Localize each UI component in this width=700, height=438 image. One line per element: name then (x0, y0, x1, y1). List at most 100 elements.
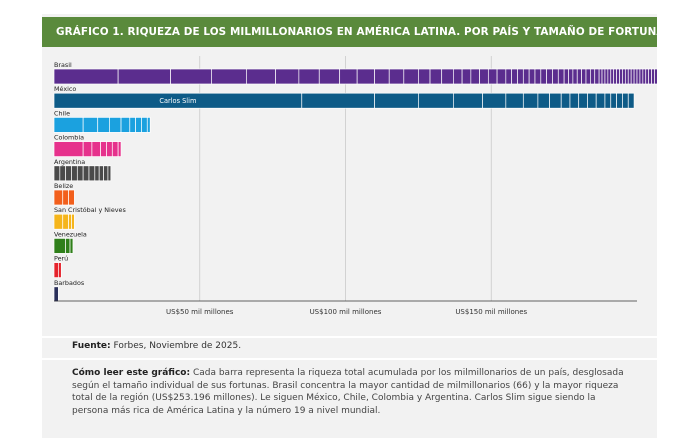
bar-segment (594, 68, 600, 85)
bar-segment (613, 68, 617, 85)
bar-segment (356, 68, 376, 85)
bar-segment (522, 92, 539, 109)
bar-segment (563, 68, 569, 85)
bar-segment (120, 117, 131, 133)
bar-segment (301, 92, 375, 109)
bar-segment (53, 165, 61, 182)
category-label: Barbados (54, 279, 85, 287)
category-label: Colombia (54, 134, 84, 142)
bar-segment (651, 68, 655, 85)
bar-segment (557, 68, 565, 85)
bar-segment (607, 68, 612, 85)
bar-segment (645, 68, 650, 85)
bar-segment (487, 68, 498, 85)
bar-segment (62, 213, 69, 230)
bar-segment (62, 189, 69, 206)
bar-segment (540, 68, 547, 85)
bar-segment (71, 165, 78, 182)
bar-segment (630, 68, 635, 85)
chart-title: GRÁFICO 1. RIQUEZA DE LOS MILMILLONARIOS… (42, 17, 700, 47)
bar-segment (275, 68, 300, 85)
bar-segment (100, 141, 107, 157)
bar-segment (610, 92, 617, 109)
bar-segment (590, 68, 596, 85)
bar-annotation: Carlos Slim (159, 97, 196, 105)
bar-segment (496, 68, 507, 85)
bar-chart: Brasil México Carlos Slim Chile Colombia Arge… (53, 56, 657, 316)
bar-segment (534, 68, 542, 85)
bar-segment (246, 68, 276, 85)
category-label: Venezuela (54, 230, 87, 238)
bar-segment (639, 68, 644, 85)
bar-segment (627, 92, 635, 109)
bar-segment (82, 165, 90, 182)
bar-segment (117, 141, 122, 157)
bar-segment (622, 92, 629, 109)
bar-segment (616, 68, 620, 85)
bar-segment (576, 68, 582, 85)
bar-segment (339, 68, 358, 85)
note-label: Cómo leer este gráfico: (72, 368, 191, 378)
bar-segment (587, 92, 597, 109)
bar-segment (560, 92, 571, 109)
bar-segment (595, 92, 606, 109)
bar-segment (581, 68, 587, 85)
bar-segment (453, 92, 483, 109)
bar-segment (71, 213, 75, 230)
bar-segment (65, 238, 71, 254)
bar-segment (211, 68, 247, 85)
bar-segment (418, 92, 454, 109)
category-label: Brasil (54, 61, 72, 69)
bar-segment (53, 189, 64, 206)
bar-segment (578, 92, 588, 109)
bar-segment (622, 68, 626, 85)
bar-segment (441, 68, 454, 85)
bar-segment (91, 141, 101, 157)
figure-card: GRÁFICO 1. RIQUEZA DE LOS MILMILLONARIOS… (42, 14, 700, 438)
divider (42, 358, 657, 360)
bar-segment (654, 68, 657, 85)
bar-segment (569, 92, 580, 109)
bar-segment (648, 68, 652, 85)
bar-segment (470, 68, 480, 85)
bar-segment (453, 68, 463, 85)
x-tick-label: US$150 mil millones (455, 308, 527, 316)
bar-segment (517, 68, 524, 85)
bar-segment (479, 68, 489, 85)
x-tick-label: US$50 mil millones (166, 308, 234, 316)
bar-segment (374, 92, 419, 109)
bar-segment (68, 189, 75, 206)
bar-segment (601, 68, 606, 85)
bar-segment (610, 68, 615, 85)
bar-segment (103, 165, 109, 182)
bar-segment (53, 68, 119, 85)
bar-segment (53, 286, 59, 303)
category-label: San Cristóbal y Nieves (54, 206, 126, 214)
bar-segment (318, 68, 341, 85)
bar-segment (76, 165, 84, 182)
source-label: Fuente: (72, 341, 111, 351)
bar-segment (58, 262, 62, 278)
bar-segment (604, 68, 609, 85)
bar-segment (53, 262, 59, 278)
bar-segment (53, 141, 84, 157)
bar-segment (53, 213, 64, 230)
bar-segment (604, 92, 612, 109)
bar-segment (98, 165, 104, 182)
bar-segment (109, 117, 122, 133)
bar-segment (53, 117, 84, 133)
bar-segment (107, 165, 112, 182)
bar-segment (522, 68, 530, 85)
bar-segment (135, 117, 142, 133)
bar-segment (633, 68, 638, 85)
bar-segment (619, 68, 623, 85)
divider (42, 336, 657, 338)
bar-segment (537, 92, 550, 109)
bar-segment (552, 68, 559, 85)
note-text: Cada barra representa la riqueza total a… (72, 368, 624, 416)
bar-segment (572, 68, 578, 85)
bar-segment (53, 238, 67, 254)
bar-segment (68, 213, 72, 230)
bar-segment (82, 117, 99, 133)
bar-segment (505, 92, 524, 109)
